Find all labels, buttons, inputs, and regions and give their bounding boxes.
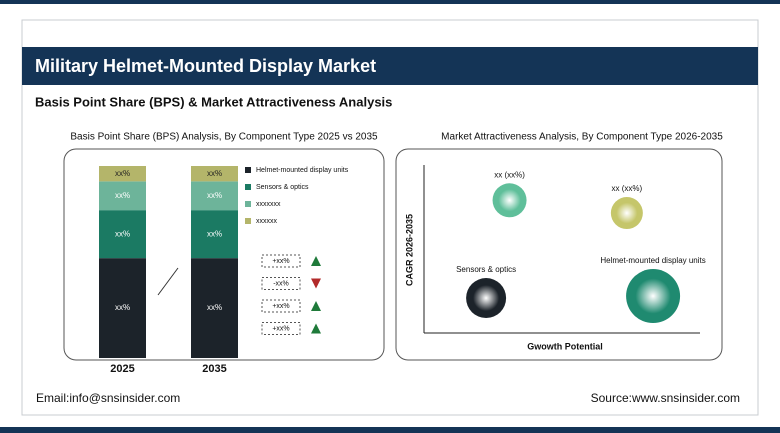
x-tick-label: 2035: [202, 363, 226, 375]
change-arrow: [311, 323, 321, 334]
bar-segment: [99, 258, 146, 358]
bottom-band: [0, 427, 780, 433]
change-arrow: [311, 301, 321, 311]
change-box: [261, 322, 301, 335]
change-label: +xx%: [272, 325, 289, 332]
bar-segment: [99, 181, 146, 211]
legend-label: xxxxxx: [256, 218, 278, 225]
value-label: xx%: [115, 303, 130, 312]
bar-segment: [99, 210, 146, 259]
x-tick-label: 2025: [110, 363, 134, 375]
legend-swatch: [245, 218, 251, 224]
title-bar: [22, 47, 758, 85]
bubble-label: xx (xx%): [612, 184, 643, 193]
bar-segment: [191, 181, 238, 211]
bubble-label: Sensors & optics: [456, 265, 516, 274]
value-label: xx%: [207, 229, 222, 238]
bubble: [492, 183, 527, 218]
legend-label: xxxxxxx: [256, 201, 281, 208]
bar-segment: [191, 210, 238, 259]
value-label: xx%: [115, 169, 130, 178]
trend-line: [157, 267, 179, 296]
y-axis-label: CAGR 2026-2035: [404, 214, 414, 286]
value-label: xx%: [207, 303, 222, 312]
bubble: [466, 278, 507, 319]
x-axis-label: Gwowth Potential: [527, 341, 603, 351]
value-label: xx%: [115, 191, 130, 200]
legend-swatch: [245, 167, 251, 173]
change-box: [261, 299, 301, 313]
value-label: xx%: [207, 191, 222, 200]
legend-label: Sensors & optics: [256, 184, 309, 191]
change-label: -xx%: [273, 280, 289, 287]
title: Military Helmet-Mounted Display Market: [35, 56, 376, 76]
change-box: [261, 254, 301, 268]
legend-label: Helmet-mounted display units: [256, 167, 349, 174]
bubble: [626, 269, 681, 324]
chart-title: Basis Point Share (BPS) Analysis, By Com…: [70, 132, 378, 143]
footer-source: Source:www.snsinsider.com: [591, 391, 740, 405]
bar-segment: [191, 258, 238, 358]
change-arrow: [311, 278, 321, 289]
footer-email: Email:info@snsinsider.com: [36, 391, 180, 405]
legend-swatch: [245, 184, 251, 190]
bubble-label: xx (xx%): [494, 170, 525, 179]
bar-segment: [191, 166, 238, 182]
change-arrow: [311, 256, 321, 266]
legend-swatch: [245, 201, 251, 207]
change-box: [261, 277, 301, 290]
value-label: xx%: [207, 169, 222, 178]
subtitle: Basis Point Share (BPS) & Market Attract…: [35, 94, 392, 109]
bar-segment: [99, 166, 146, 182]
bubble: [610, 197, 643, 230]
bubble-label: Helmet-mounted display units: [600, 256, 705, 265]
change-label: +xx%: [272, 258, 289, 265]
top-band: [0, 0, 780, 4]
chart-title: Market Attractiveness Analysis, By Compo…: [441, 132, 723, 143]
right-panel: [395, 148, 723, 361]
value-label: xx%: [115, 229, 130, 238]
change-label: +xx%: [272, 303, 289, 310]
